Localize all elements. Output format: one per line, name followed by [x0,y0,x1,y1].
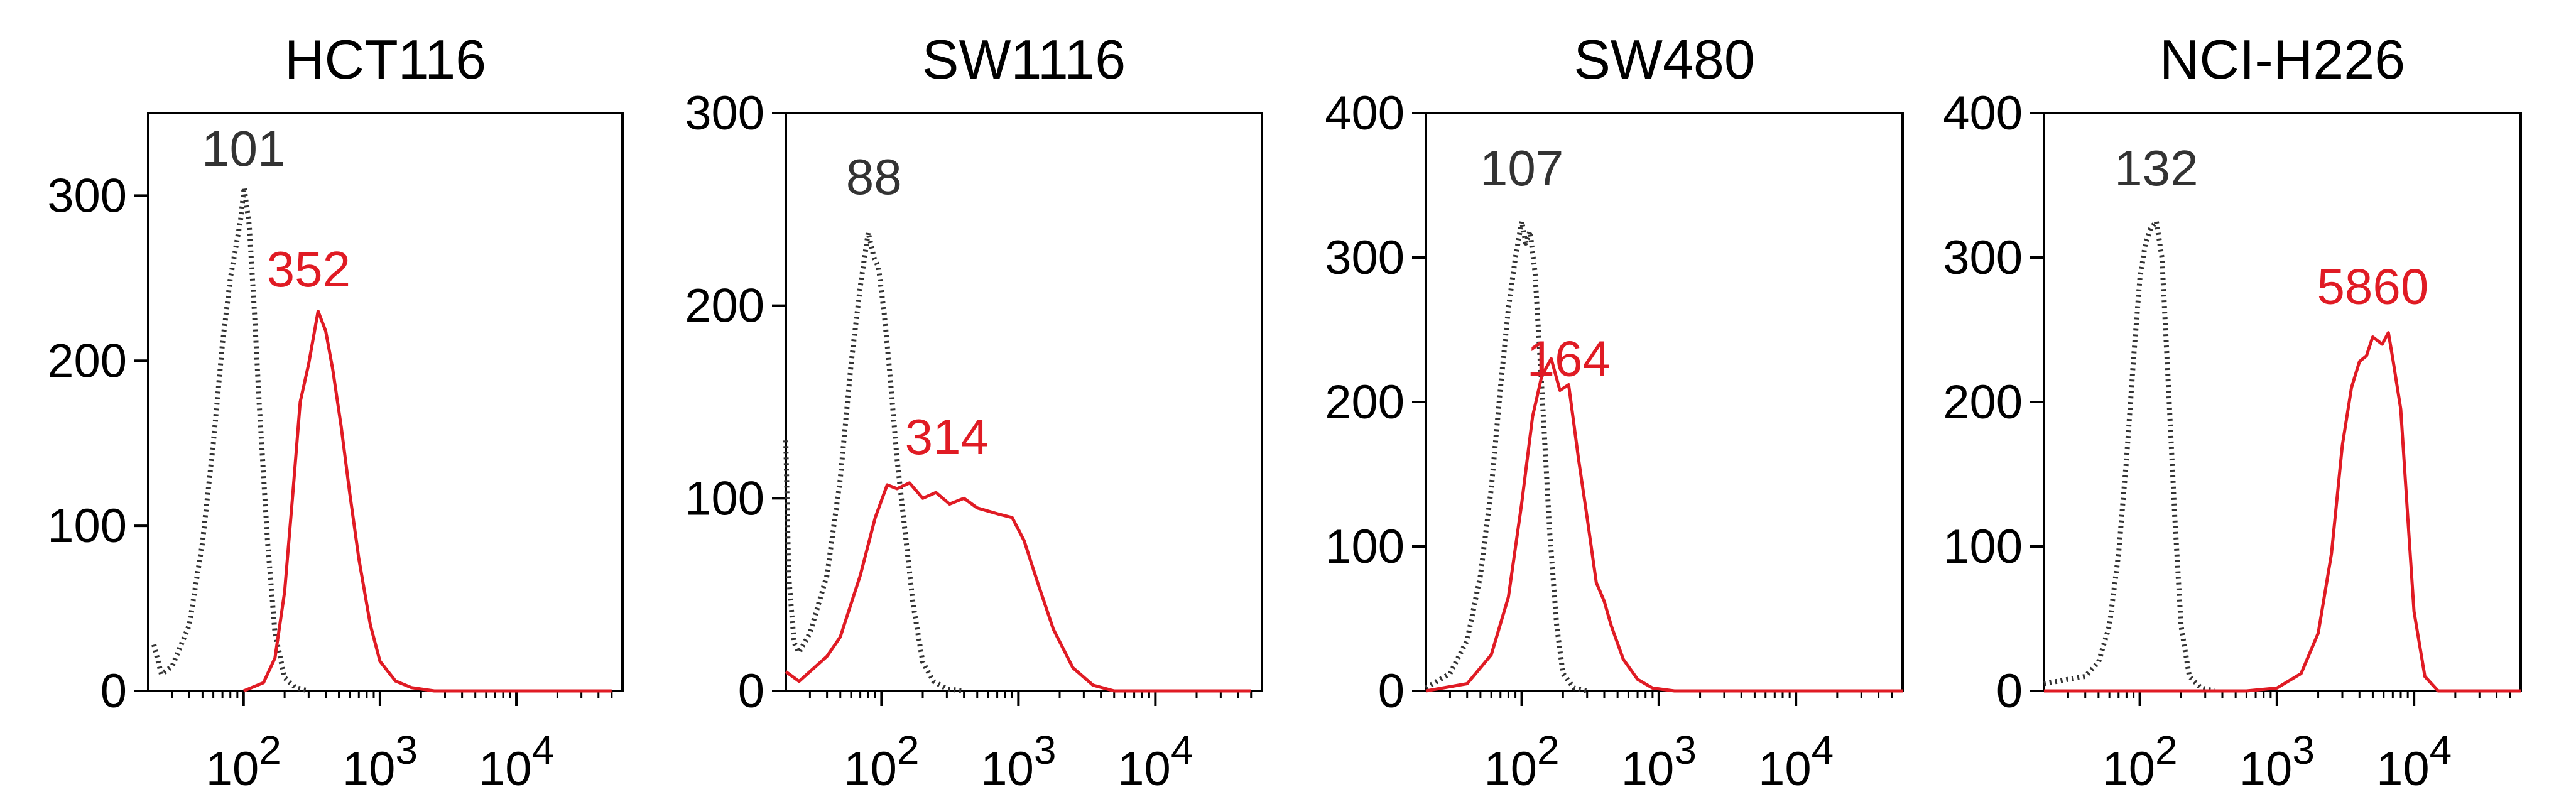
y-tick-label: 100 [1325,520,1405,573]
y-tick-label: 300 [47,169,127,222]
control-histogram-line [1424,219,1588,693]
y-tick-label: 0 [1996,665,2023,718]
y-tick-label: 200 [685,280,764,333]
x-tick-label: 103 [342,727,418,796]
y-tick-label: 300 [1325,231,1405,285]
y-tick-label: 100 [685,472,764,525]
x-tick-label: 102 [1484,727,1560,796]
panel-title: NCI-H226 [2160,28,2405,90]
y-tick-label: 200 [47,334,127,388]
stained-value-label: 314 [905,409,989,465]
y-tick-label: 0 [1378,665,1405,718]
x-tick-label: 103 [981,727,1056,796]
panel-title: HCT116 [285,28,486,90]
y-tick-label: 200 [1943,376,2023,429]
x-tick-label: 102 [2102,727,2178,796]
panel-title: SW1116 [922,28,1126,90]
control-value-label: 132 [2114,140,2198,196]
histogram-panel-3: SW480 0 100 200 300 400 102 103 104 107 164 [1325,28,1904,796]
histogram-panel-1: HCT116 0 100 200 300 102 103 104 101 352 [47,28,624,796]
histogram-panel-4: NCI-H226 0 100 200 300 400 102 103 104 132 5860 [1943,28,2522,796]
control-value-label: 101 [202,121,285,176]
plot-frame [785,112,1263,692]
stained-value-label: 352 [267,241,351,297]
plot-frame [147,112,624,692]
x-tick-label: 104 [479,727,554,796]
control-histogram-line [2043,219,2215,693]
control-histogram-line [783,230,965,693]
panel-title: SW480 [1573,28,1755,90]
y-tick-label: 0 [738,665,764,718]
y-tick-label: 400 [1325,87,1405,140]
x-tick-label: 102 [206,727,281,796]
y-tick-label: 200 [1325,376,1405,429]
stained-value-label: 164 [1527,331,1611,387]
y-tick-label: 400 [1943,87,2023,140]
control-value-label: 88 [846,149,902,205]
y-tick-label: 300 [1943,231,2023,285]
control-value-label: 107 [1480,140,1563,196]
plot-frame [2043,112,2522,692]
y-tick-label: 100 [47,499,127,553]
x-tick-label: 102 [844,727,919,796]
x-tick-label: 104 [2376,727,2452,796]
y-tick-label: 100 [1943,520,2023,573]
y-tick-label: 300 [685,87,764,140]
stained-histogram-line [785,481,1251,693]
stained-value-label: 5860 [2317,259,2428,315]
stained-histogram-line [1425,357,1903,693]
x-tick-label: 103 [1621,727,1697,796]
x-tick-label: 103 [2239,727,2315,796]
stained-histogram-line [2044,331,2521,693]
histogram-panel-2: SW1116 0 100 200 300 102 103 104 88 314 [685,28,1263,796]
stained-histogram-line [242,309,612,693]
y-tick-label: 0 [101,665,127,718]
x-tick-label: 104 [1117,727,1193,796]
x-tick-label: 104 [1758,727,1834,796]
